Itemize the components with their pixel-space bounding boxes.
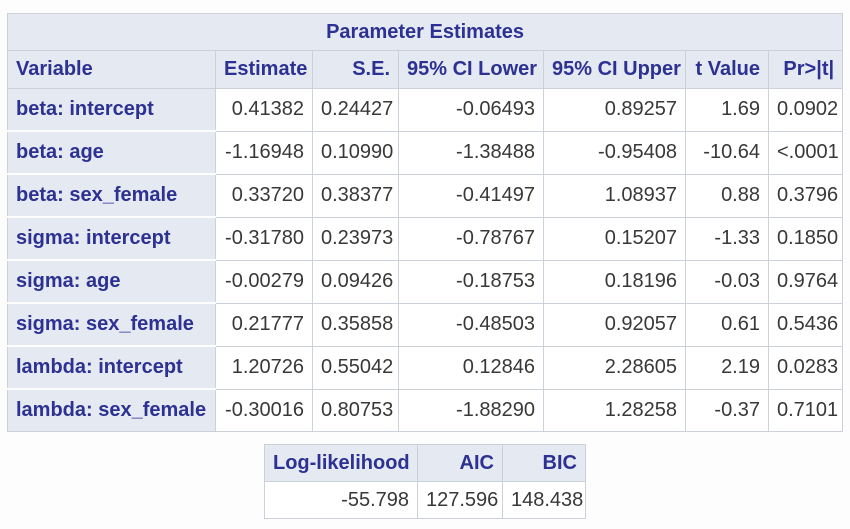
fit-statistics-table: Log-likelihood AIC BIC -55.798 127.596 1… [264,444,586,519]
cell-estimate: -0.31780 [215,216,313,261]
cell-ci-upper: 0.89257 [543,88,686,132]
cell-estimate: 0.41382 [215,88,313,132]
cell-variable: beta: intercept [7,88,216,132]
cell-p-value: 0.7101 [767,388,844,432]
column-header-row: Log-likelihood AIC BIC [264,444,586,482]
cell-ci-lower: -0.78767 [398,216,544,261]
cell-t-value: 2.19 [685,345,769,390]
cell-estimate: -0.00279 [215,259,313,304]
table-row: beta: intercept 0.41382 0.24427 -0.06493… [7,88,844,132]
cell-ci-lower: -1.88290 [398,388,544,432]
parameter-estimates-table: Parameter Estimates Variable Estimate S.… [6,13,844,432]
cell-t-value: -10.64 [685,130,769,175]
cell-se: 0.80753 [312,388,399,432]
cell-ci-upper: 0.15207 [543,216,686,261]
cell-variable: sigma: age [7,259,216,304]
cell-t-value: -1.33 [685,216,769,261]
cell-log-likelihood: -55.798 [264,481,418,519]
cell-ci-upper: 0.92057 [543,302,686,347]
cell-t-value: -0.37 [685,388,769,432]
cell-p-value: 0.5436 [767,302,844,347]
cell-p-value: 0.9764 [767,259,844,304]
cell-ci-lower: 0.12846 [398,345,544,390]
column-header-estimate: Estimate [215,50,313,89]
column-header-row: Variable Estimate S.E. 95% CI Lower 95% … [7,50,844,89]
cell-se: 0.24427 [312,88,399,132]
cell-variable: lambda: intercept [7,345,216,390]
table-row: sigma: age -0.00279 0.09426 -0.18753 0.1… [7,259,844,304]
cell-ci-lower: -0.41497 [398,173,544,218]
cell-estimate: 1.20726 [215,345,313,390]
cell-variable: beta: sex_female [7,173,216,218]
cell-ci-lower: -0.48503 [398,302,544,347]
column-header-aic: AIC [417,444,503,482]
table-row: sigma: intercept -0.31780 0.23973 -0.787… [7,216,844,261]
table-row: -55.798 127.596 148.438 [264,481,586,519]
cell-t-value: 0.61 [685,302,769,347]
table-row: lambda: intercept 1.20726 0.55042 0.1284… [7,345,844,390]
column-header-t-value: t Value [685,50,769,89]
cell-se: 0.10990 [312,130,399,175]
cell-ci-upper: 1.28258 [543,388,686,432]
table-row: beta: sex_female 0.33720 0.38377 -0.4149… [7,173,844,218]
cell-t-value: -0.03 [685,259,769,304]
cell-ci-lower: -0.06493 [398,88,544,132]
cell-ci-upper: 2.28605 [543,345,686,390]
column-header-p-value: Pr>|t| [767,50,844,89]
cell-aic: 127.596 [417,481,503,519]
cell-se: 0.55042 [312,345,399,390]
cell-t-value: 0.88 [685,173,769,218]
table-row: beta: age -1.16948 0.10990 -1.38488 -0.9… [7,130,844,175]
cell-estimate: -0.30016 [215,388,313,432]
cell-se: 0.38377 [312,173,399,218]
cell-t-value: 1.69 [685,88,769,132]
cell-ci-lower: -1.38488 [398,130,544,175]
column-header-variable: Variable [7,50,216,89]
cell-estimate: -1.16948 [215,130,313,175]
cell-p-value: 0.3796 [767,173,844,218]
cell-se: 0.23973 [312,216,399,261]
table-row: lambda: sex_female -0.30016 0.80753 -1.8… [7,388,844,432]
cell-estimate: 0.33720 [215,173,313,218]
cell-variable: lambda: sex_female [7,388,216,432]
cell-se: 0.35858 [312,302,399,347]
cell-p-value: 0.1850 [767,216,844,261]
cell-ci-lower: -0.18753 [398,259,544,304]
cell-ci-upper: -0.95408 [543,130,686,175]
cell-p-value: 0.0902 [767,88,844,132]
column-header-se: S.E. [312,50,399,89]
cell-variable: sigma: sex_female [7,302,216,347]
cell-se: 0.09426 [312,259,399,304]
column-header-bic: BIC [502,444,586,482]
cell-estimate: 0.21777 [215,302,313,347]
cell-p-value: 0.0283 [767,345,844,390]
cell-p-value: <.0001 [767,130,844,175]
column-header-ci-upper: 95% CI Upper [543,50,686,89]
table-title: Parameter Estimates [6,13,844,51]
table-row: sigma: sex_female 0.21777 0.35858 -0.485… [7,302,844,347]
cell-variable: sigma: intercept [7,216,216,261]
table-title-row: Parameter Estimates [6,13,844,51]
cell-ci-upper: 0.18196 [543,259,686,304]
cell-bic: 148.438 [502,481,586,519]
column-header-ci-lower: 95% CI Lower [398,50,544,89]
cell-variable: beta: age [7,130,216,175]
cell-ci-upper: 1.08937 [543,173,686,218]
column-header-log-likelihood: Log-likelihood [264,444,418,482]
